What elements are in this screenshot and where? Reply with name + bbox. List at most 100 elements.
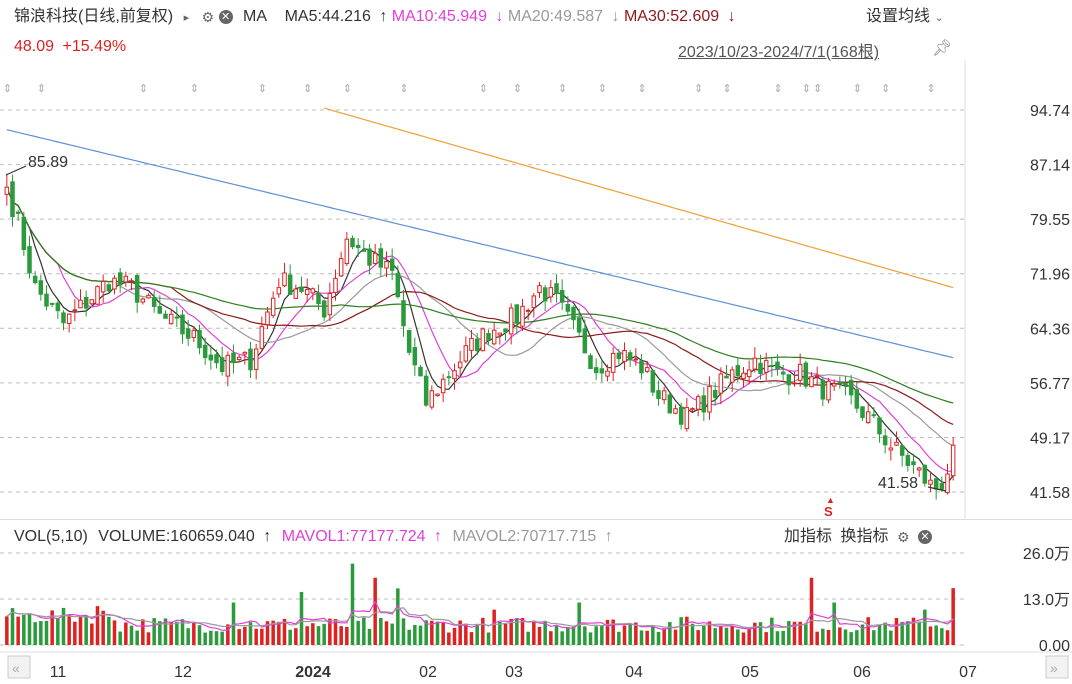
volume-bar (401, 618, 406, 645)
close-icon[interactable]: ✕ (218, 10, 233, 24)
volume-bar (917, 621, 921, 645)
signal-marker[interactable]: S (824, 504, 833, 519)
candle-body (486, 332, 491, 342)
price-chart[interactable]: 94.74 87.14 79.55 71.96 64.36 56.77 49.17 41.58… (0, 0, 1072, 520)
volume-bar (226, 624, 230, 645)
double-chevron-left-icon: « (12, 660, 20, 676)
scroll-right-button[interactable]: » (1045, 655, 1069, 679)
candle-body (848, 379, 854, 396)
volume-bar (61, 607, 66, 645)
volume-bar (163, 618, 168, 645)
candle-body (752, 357, 758, 370)
volume-bar (277, 621, 281, 645)
volume-bar (209, 630, 213, 645)
volume-bar (112, 620, 117, 645)
candle-body (134, 275, 140, 303)
price-tick-label: 56.77 (1030, 376, 1070, 393)
volume-bar (481, 617, 485, 645)
candle-body (707, 385, 712, 413)
volume-bar (532, 620, 536, 645)
candle-body (333, 277, 338, 294)
candle-body (384, 260, 389, 269)
volume-bar (294, 628, 298, 645)
volume-bar (180, 619, 185, 645)
expand-arrow-icon[interactable]: ▸ (183, 12, 190, 25)
high-annotation: 85.89 (5, 154, 68, 176)
volume-bar (713, 628, 717, 645)
candle-body (378, 248, 384, 268)
candle-body (208, 354, 214, 361)
pin-icon[interactable]: 📌︎ (932, 40, 953, 57)
stock-name[interactable]: 锦浪科技(日线,前复权) (14, 8, 174, 26)
candle-body (928, 479, 933, 485)
candle-body (775, 361, 780, 370)
volume-bar (855, 630, 859, 645)
candle-body (412, 347, 418, 366)
signal-arrow-icon: ▲ (826, 495, 835, 505)
volume-bar (56, 618, 60, 645)
volume-bar (10, 608, 15, 645)
volume-indicator-name[interactable]: VOL(5,10) (14, 528, 88, 545)
candle-body (508, 307, 514, 335)
volume-bar (441, 622, 445, 645)
candle-body (361, 249, 367, 252)
volume-bar (758, 622, 763, 645)
settings-ma-button[interactable]: 设置均线 ⌄ (866, 6, 944, 29)
volume-bar (288, 629, 292, 645)
volume-bar (44, 620, 49, 645)
change-percent: +15.49% (62, 38, 127, 55)
candle-body (21, 216, 27, 251)
event-marker-icon: ⇕ (853, 83, 862, 95)
volume-bar (724, 627, 729, 645)
candle-body (718, 373, 724, 394)
volume-tick-label: 13.0万 (1023, 592, 1070, 609)
mavol1-arrow-icon: ↑ (433, 528, 442, 545)
volume-bar (832, 602, 836, 645)
candle-body (537, 285, 542, 294)
date-range[interactable]: 2023/10/23-2024/7/1(168根) (678, 38, 879, 62)
candle-body (214, 354, 219, 364)
volume-bar (736, 629, 740, 645)
volume-bar (90, 623, 94, 645)
gear-icon[interactable]: ⚙ (201, 9, 215, 25)
volume-bar (311, 623, 315, 645)
time-tick-label: 11 (50, 664, 67, 681)
time-tick-label: 2024 (295, 664, 331, 681)
candle-body (622, 349, 627, 362)
mavol2-line (6, 607, 954, 629)
volume-bar (305, 626, 309, 645)
price-tick-label: 64.36 (1030, 321, 1070, 338)
switch-indicator-button[interactable]: 换指标 (840, 528, 889, 546)
scroll-left-button[interactable]: « (7, 655, 31, 679)
volume-bar (696, 630, 700, 645)
candle-body (310, 288, 316, 294)
candle-body (820, 379, 826, 400)
volume-bar (141, 619, 145, 645)
volume-close-icon[interactable]: ✕ (917, 530, 932, 544)
volume-arrow-icon: ↑ (263, 528, 272, 545)
volume-gear-icon[interactable]: ⚙ (896, 529, 910, 545)
volume-bar (328, 618, 332, 645)
event-marker-icon: ⇕ (258, 83, 267, 95)
candle-body (769, 365, 775, 368)
candle-body (423, 375, 429, 406)
price-tick-label: 49.17 (1030, 430, 1070, 447)
price-tick-label: 94.74 (1030, 103, 1070, 120)
candle-body (724, 375, 729, 379)
volume-bar (787, 621, 791, 645)
candle-body (786, 374, 792, 386)
volume-bar (685, 616, 689, 645)
candle-body (276, 287, 282, 295)
indicator-name: MA (243, 8, 267, 26)
ma5-line (6, 186, 954, 484)
candle-body (661, 390, 667, 401)
volume-bar (356, 620, 360, 645)
low-label: 41.58 (878, 475, 918, 492)
candle-body (474, 338, 480, 352)
add-indicator-button[interactable]: 加指标 (784, 528, 833, 546)
volume-bar (118, 631, 122, 645)
candle-body (735, 365, 741, 377)
candle-body (803, 362, 809, 387)
event-marker-icon: ⇕ (513, 83, 522, 95)
